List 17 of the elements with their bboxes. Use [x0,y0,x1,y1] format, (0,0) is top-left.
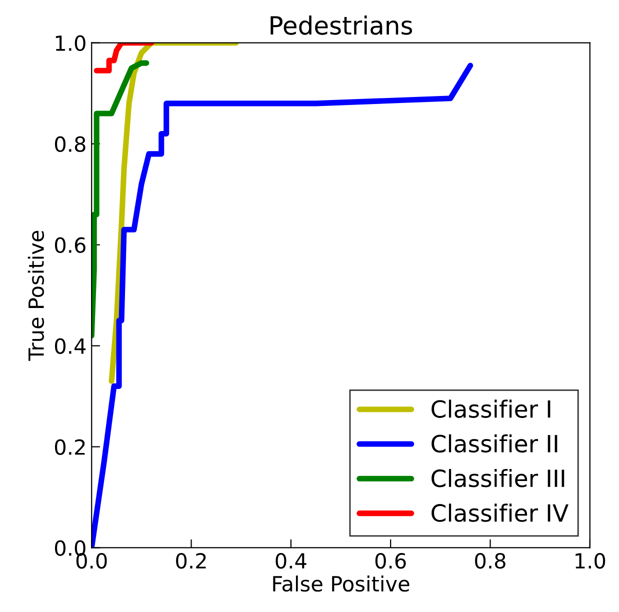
x-tick-label: 0.8 [475,552,506,569]
chart-title: Pedestrians [270,16,412,35]
y-tick-label: 0.2 [54,439,85,455]
y-axis-title: True Positive [28,230,44,361]
y-tick-label: 0.8 [54,136,86,152]
x-tick-label: 0.6 [375,552,406,569]
legend-label: Classifier I [432,400,550,418]
x-axis-title: False Positive [273,576,410,592]
legend-label: Classifier IV [432,504,568,522]
legend-label: Classifier II [432,434,558,453]
x-tick-label: 0.2 [176,552,206,569]
x-tick-label: 1.0 [576,552,606,569]
legend-label: Classifier III [432,468,564,488]
y-tick-label: 0.6 [54,237,86,254]
y-tick-label: 1.0 [56,35,86,52]
y-tick-label: 0.4 [54,338,86,354]
x-tick-label: 0.4 [276,552,306,569]
